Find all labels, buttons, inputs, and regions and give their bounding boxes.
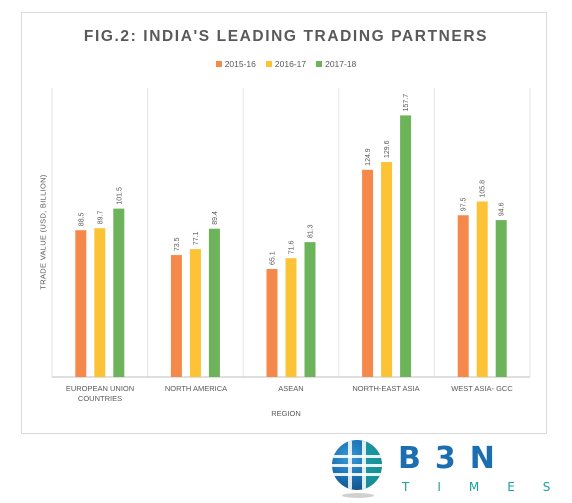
- bar-2015-16-3: [362, 169, 374, 377]
- chart-legend: 2015-16 2016-17 2017-18: [0, 59, 572, 69]
- bar-2016-17-1: [189, 249, 201, 377]
- bar-2016-17-0: [94, 228, 106, 377]
- logo-brand: B3N: [398, 441, 509, 476]
- legend-label: 2016-17: [274, 59, 307, 69]
- bar-2017-18-2: [304, 242, 316, 377]
- bar-2015-16-0: [75, 230, 87, 377]
- legend-item-2016-17: 2016-17: [265, 59, 307, 69]
- logo-sub: TIMES: [402, 480, 572, 494]
- category-label-north-america: NORTH AMERICA: [164, 384, 228, 393]
- data-label: 88.5: [78, 212, 85, 226]
- y-axis-label: TRADE VALUE (USD, BILLION): [38, 174, 48, 290]
- legend-label: 2015-16: [224, 59, 256, 69]
- bar-2015-16-4: [457, 215, 469, 377]
- bar-2016-17-2: [285, 258, 297, 377]
- globe-icon: [332, 440, 382, 490]
- data-label: 129.6: [384, 140, 391, 158]
- legend-label: 2017-18: [325, 59, 357, 69]
- data-label: 157.7: [403, 94, 410, 112]
- data-label: 105.8: [480, 180, 487, 198]
- category-label-north-east-asia: NORTH-EAST ASIA: [352, 384, 420, 393]
- data-label: 71.6: [289, 240, 296, 254]
- x-axis-label: REGION: [271, 409, 301, 418]
- b3n-times-logo: B3N TIMES: [332, 436, 562, 500]
- data-label: 101.5: [116, 187, 123, 205]
- category-label-asean: ASEAN: [278, 384, 304, 393]
- data-label: 89.4: [212, 211, 219, 225]
- bar-2017-18-0: [113, 208, 125, 377]
- legend-item-2015-16: 2015-16: [215, 59, 256, 69]
- data-label: 65.1: [270, 251, 277, 265]
- legend-item-2017-18: 2017-18: [316, 59, 356, 69]
- category-label-west-asia-gcc: WEST ASIA- GCC: [451, 384, 513, 393]
- data-label: 77.1: [193, 231, 200, 245]
- bar-2017-18-4: [495, 220, 507, 377]
- legend-swatch: [265, 61, 272, 67]
- data-label: 81.3: [308, 224, 315, 238]
- bar-2016-17-3: [381, 162, 393, 377]
- data-label: 97.5: [461, 198, 468, 212]
- bar-2017-18-1: [208, 228, 220, 377]
- data-label: 124.9: [365, 148, 372, 166]
- data-label: 73.5: [174, 237, 181, 251]
- bar-2015-16-2: [266, 269, 278, 377]
- legend-swatch: [215, 61, 222, 67]
- globe-shadow: [342, 493, 374, 498]
- data-label: 94.6: [499, 202, 506, 216]
- chart-title: FIG.2: INDIA'S LEADING TRADING PARTNERS: [83, 28, 489, 45]
- data-label: 89.7: [97, 210, 104, 224]
- bar-2015-16-1: [170, 255, 182, 377]
- legend-swatch: [316, 61, 323, 67]
- category-label-eu: EUROPEAN UNION COUNTRIES: [65, 384, 135, 403]
- bar-2016-17-4: [476, 201, 488, 377]
- bar-2017-18-3: [400, 115, 412, 377]
